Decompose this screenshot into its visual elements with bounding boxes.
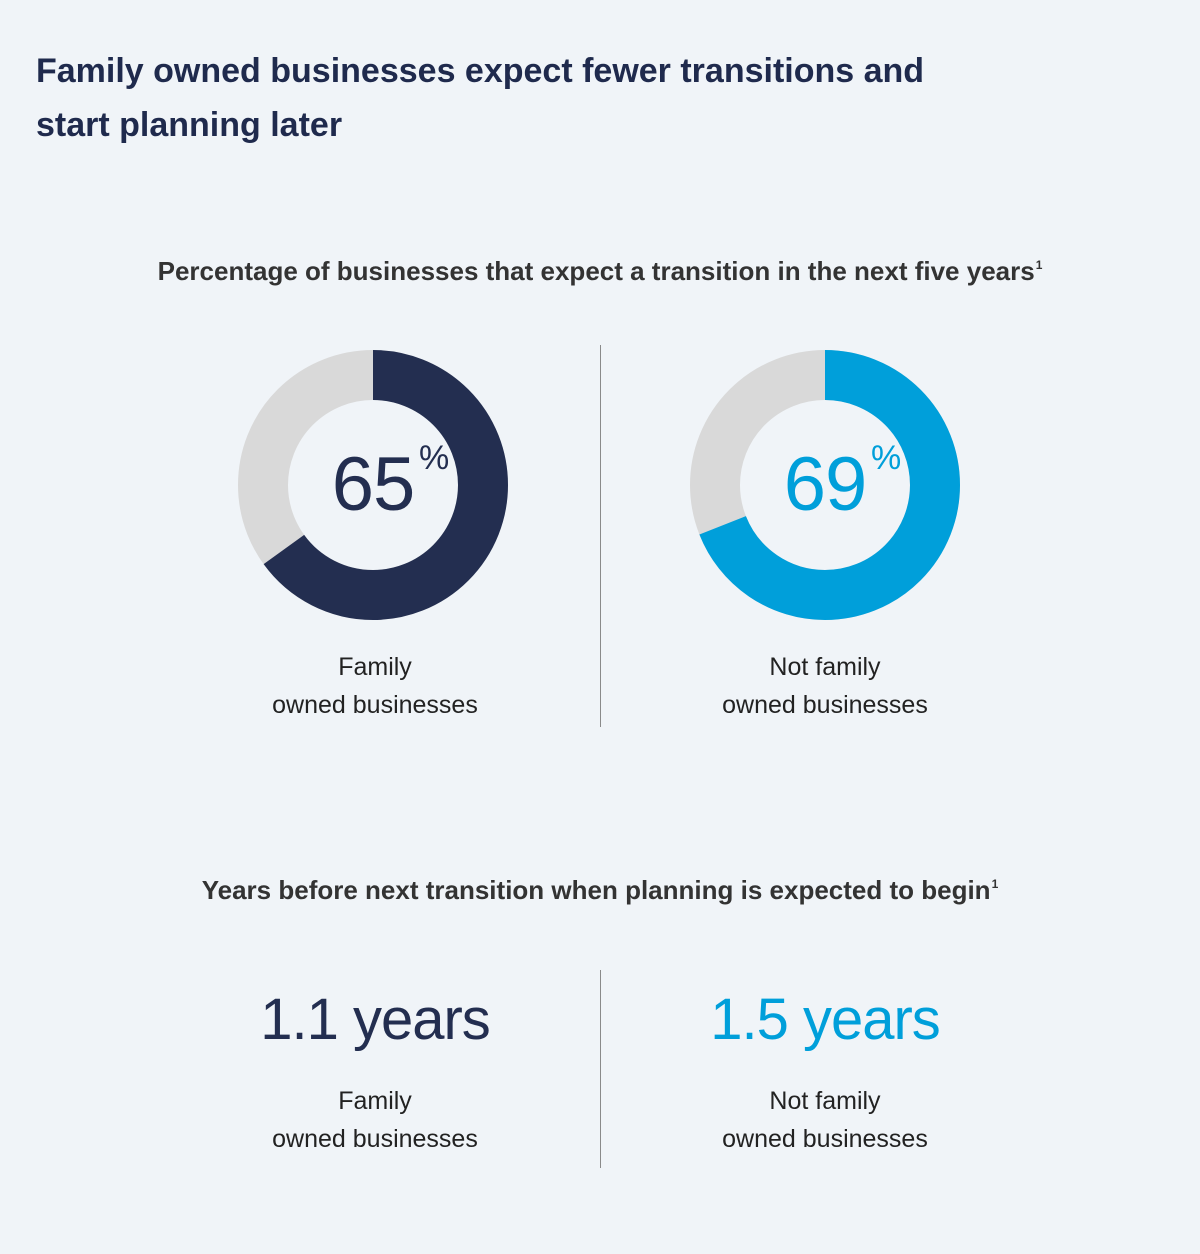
category-label-line-2: owned businesses bbox=[722, 1125, 928, 1153]
category-label-not-family: Not family owned businesses bbox=[625, 1082, 1025, 1158]
category-label-not-family: Not family owned businesses bbox=[625, 648, 1025, 724]
percent-sign-not-family: % bbox=[871, 439, 901, 477]
chart-title-line-1: Family owned businesses expect fewer tra… bbox=[36, 52, 925, 90]
donut-arc-not-family bbox=[690, 350, 960, 620]
donut-chart-not-family: 69% bbox=[690, 350, 960, 620]
category-label-line-1: Family bbox=[338, 653, 412, 681]
category-label-line-1: Not family bbox=[769, 1087, 881, 1115]
value-label-family: 65% bbox=[332, 441, 450, 523]
category-label-family: Family owned businesses bbox=[175, 648, 575, 724]
category-label-line-2: owned businesses bbox=[272, 1125, 478, 1153]
category-label-line-1: Family bbox=[338, 1087, 412, 1115]
donut-svg-family bbox=[238, 350, 508, 620]
footnote-marker: 1 bbox=[1035, 258, 1043, 272]
category-label-line-1: Not family bbox=[769, 653, 881, 681]
category-label-family: Family owned businesses bbox=[175, 1082, 575, 1158]
donut-chart-family: 65% bbox=[238, 350, 508, 620]
years-value-family: 1.1 years bbox=[260, 987, 491, 1052]
donut-svg-not-family bbox=[690, 350, 960, 620]
section-title-text: Percentage of businesses that expect a t… bbox=[157, 256, 1035, 286]
divider-years bbox=[600, 970, 601, 1168]
value-number-family: 65 bbox=[331, 442, 416, 527]
chart-title-line-2: start planning later bbox=[36, 106, 343, 144]
divider-donuts bbox=[600, 345, 601, 727]
percent-sign-family: % bbox=[419, 439, 449, 477]
value-number-not-family: 69 bbox=[783, 442, 868, 527]
value-label-not-family: 69% bbox=[784, 441, 902, 523]
years-value-not-family: 1.5 years bbox=[710, 987, 941, 1052]
section-title-planning-years: Years before next transition when planni… bbox=[0, 875, 1200, 906]
footnote-marker: 1 bbox=[991, 877, 999, 891]
section-title-text: Years before next transition when planni… bbox=[201, 875, 991, 905]
chart-title: Family owned businesses expect fewer tra… bbox=[36, 44, 1036, 152]
donut-arc-family bbox=[238, 350, 508, 620]
category-label-line-2: owned businesses bbox=[722, 691, 928, 719]
category-label-line-2: owned businesses bbox=[272, 691, 478, 719]
section-title-transition-pct: Percentage of businesses that expect a t… bbox=[0, 256, 1200, 287]
